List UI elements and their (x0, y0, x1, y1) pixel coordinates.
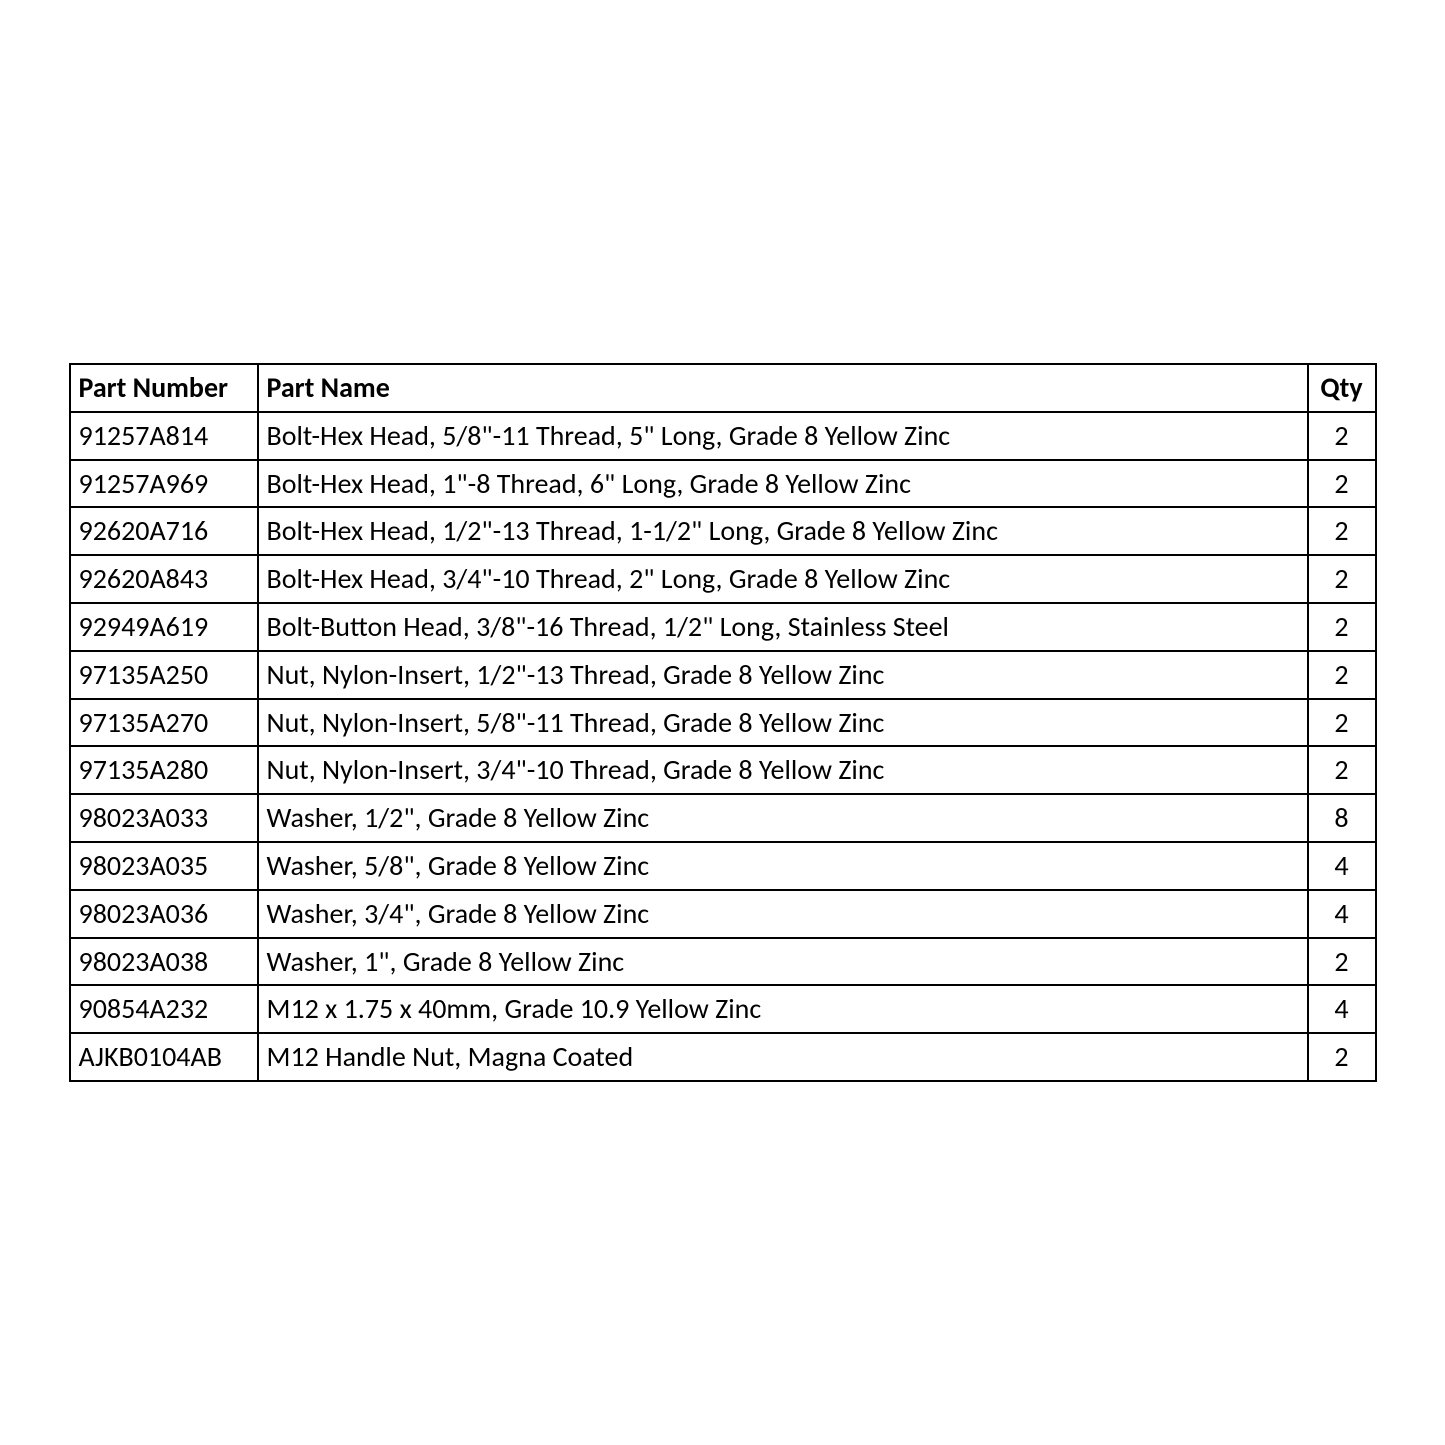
cell-part-name: Bolt-Hex Head, 1/2"-13 Thread, 1-1/2" Lo… (258, 507, 1308, 555)
cell-part-number: 98023A038 (70, 938, 258, 986)
cell-part-number: 92620A843 (70, 555, 258, 603)
table-row: 92620A716 Bolt-Hex Head, 1/2"-13 Thread,… (70, 507, 1376, 555)
cell-part-name: Washer, 3/4", Grade 8 Yellow Zinc (258, 890, 1308, 938)
cell-qty: 2 (1308, 938, 1376, 986)
cell-part-number: 92949A619 (70, 603, 258, 651)
cell-part-name: Washer, 1", Grade 8 Yellow Zinc (258, 938, 1308, 986)
cell-qty: 2 (1308, 699, 1376, 747)
table-row: 97135A250 Nut, Nylon-Insert, 1/2"-13 Thr… (70, 651, 1376, 699)
cell-qty: 2 (1308, 555, 1376, 603)
cell-part-number: 98023A036 (70, 890, 258, 938)
table-header-row: Part Number Part Name Qty (70, 364, 1376, 412)
table-row: AJKB0104AB M12 Handle Nut, Magna Coated … (70, 1033, 1376, 1081)
table-row: 92949A619 Bolt-Button Head, 3/8"-16 Thre… (70, 603, 1376, 651)
cell-part-name: Nut, Nylon-Insert, 3/4"-10 Thread, Grade… (258, 746, 1308, 794)
header-part-number: Part Number (70, 364, 258, 412)
cell-part-number: 91257A969 (70, 460, 258, 508)
table-row: 92620A843 Bolt-Hex Head, 3/4"-10 Thread,… (70, 555, 1376, 603)
cell-part-number: 91257A814 (70, 412, 258, 460)
cell-qty: 2 (1308, 651, 1376, 699)
table-row: 98023A033 Washer, 1/2", Grade 8 Yellow Z… (70, 794, 1376, 842)
cell-part-number: AJKB0104AB (70, 1033, 258, 1081)
table-row: 91257A969 Bolt-Hex Head, 1"-8 Thread, 6"… (70, 460, 1376, 508)
cell-qty: 8 (1308, 794, 1376, 842)
cell-qty: 4 (1308, 985, 1376, 1033)
cell-part-name: Washer, 5/8", Grade 8 Yellow Zinc (258, 842, 1308, 890)
cell-qty: 2 (1308, 507, 1376, 555)
table-row: 98023A038 Washer, 1", Grade 8 Yellow Zin… (70, 938, 1376, 986)
cell-part-name: Nut, Nylon-Insert, 1/2"-13 Thread, Grade… (258, 651, 1308, 699)
cell-part-number: 97135A270 (70, 699, 258, 747)
table-row: 98023A035 Washer, 5/8", Grade 8 Yellow Z… (70, 842, 1376, 890)
header-part-name: Part Name (258, 364, 1308, 412)
cell-qty: 4 (1308, 890, 1376, 938)
cell-part-name: M12 Handle Nut, Magna Coated (258, 1033, 1308, 1081)
parts-table: Part Number Part Name Qty 91257A814 Bolt… (69, 363, 1377, 1082)
cell-qty: 2 (1308, 603, 1376, 651)
cell-part-number: 97135A280 (70, 746, 258, 794)
table-row: 91257A814 Bolt-Hex Head, 5/8"-11 Thread,… (70, 412, 1376, 460)
cell-qty: 2 (1308, 746, 1376, 794)
table-row: 90854A232 M12 x 1.75 x 40mm, Grade 10.9 … (70, 985, 1376, 1033)
cell-qty: 2 (1308, 1033, 1376, 1081)
cell-part-number: 98023A033 (70, 794, 258, 842)
cell-qty: 2 (1308, 460, 1376, 508)
table-body: 91257A814 Bolt-Hex Head, 5/8"-11 Thread,… (70, 412, 1376, 1081)
cell-qty: 4 (1308, 842, 1376, 890)
table-row: 97135A280 Nut, Nylon-Insert, 3/4"-10 Thr… (70, 746, 1376, 794)
table-row: 98023A036 Washer, 3/4", Grade 8 Yellow Z… (70, 890, 1376, 938)
table-row: 97135A270 Nut, Nylon-Insert, 5/8"-11 Thr… (70, 699, 1376, 747)
cell-part-name: Bolt-Hex Head, 5/8"-11 Thread, 5" Long, … (258, 412, 1308, 460)
cell-part-number: 90854A232 (70, 985, 258, 1033)
cell-part-number: 92620A716 (70, 507, 258, 555)
cell-part-name: M12 x 1.75 x 40mm, Grade 10.9 Yellow Zin… (258, 985, 1308, 1033)
header-qty: Qty (1308, 364, 1376, 412)
cell-part-number: 97135A250 (70, 651, 258, 699)
cell-part-name: Bolt-Hex Head, 3/4"-10 Thread, 2" Long, … (258, 555, 1308, 603)
cell-part-name: Washer, 1/2", Grade 8 Yellow Zinc (258, 794, 1308, 842)
cell-part-number: 98023A035 (70, 842, 258, 890)
cell-part-name: Bolt-Hex Head, 1"-8 Thread, 6" Long, Gra… (258, 460, 1308, 508)
cell-part-name: Nut, Nylon-Insert, 5/8"-11 Thread, Grade… (258, 699, 1308, 747)
cell-part-name: Bolt-Button Head, 3/8"-16 Thread, 1/2" L… (258, 603, 1308, 651)
cell-qty: 2 (1308, 412, 1376, 460)
parts-table-container: Part Number Part Name Qty 91257A814 Bolt… (69, 363, 1377, 1082)
